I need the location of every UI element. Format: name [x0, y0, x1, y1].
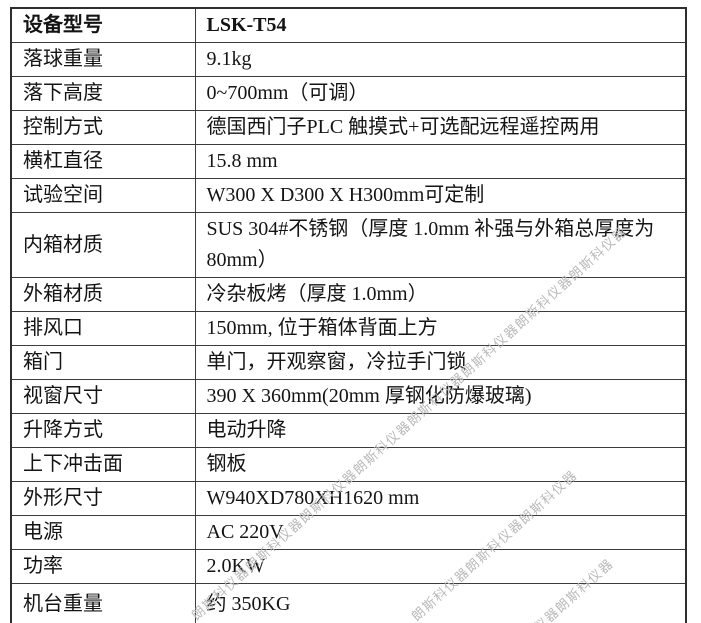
- table-row: 功率 2.0KW: [10, 549, 687, 584]
- spec-value-cell: LSK-T54: [194, 7, 687, 43]
- spec-label-cell: 设备型号: [10, 7, 196, 43]
- spec-label-cell: 外箱材质: [10, 277, 196, 312]
- spec-value-cell: W300 X D300 X H300mm可定制: [194, 178, 687, 213]
- spec-label-cell: 内箱材质: [10, 212, 196, 278]
- table-row: 电源 AC 220V: [10, 515, 687, 550]
- spec-label-cell: 电源: [10, 515, 196, 550]
- spec-value-cell: 15.8 mm: [194, 144, 687, 179]
- spec-value-cell: 约 350KG: [194, 583, 687, 623]
- table-row: 横杠直径 15.8 mm: [10, 144, 687, 179]
- table-row: 内箱材质 SUS 304#不锈钢（厚度 1.0mm 补强与外箱总厚度为 80mm…: [10, 212, 687, 278]
- spec-value-cell: AC 220V: [194, 515, 687, 550]
- table-row: 视窗尺寸 390 X 360mm(20mm 厚钢化防爆玻璃): [10, 379, 687, 414]
- spec-label-cell: 落球重量: [10, 42, 196, 77]
- spec-table: 设备型号 LSK-T54 落球重量 9.1kg 落下高度 0~700mm（可调）…: [10, 7, 687, 623]
- spec-value-cell: 9.1kg: [194, 42, 687, 77]
- spec-label-cell: 落下高度: [10, 76, 196, 111]
- spec-value-cell: 390 X 360mm(20mm 厚钢化防爆玻璃): [194, 379, 687, 414]
- spec-value-cell: 0~700mm（可调）: [194, 76, 687, 111]
- spec-label-cell: 排风口: [10, 311, 196, 346]
- spec-value-cell: 德国西门子PLC 触摸式+可选配远程遥控两用: [194, 110, 687, 145]
- table-row: 上下冲击面 钢板: [10, 447, 687, 482]
- spec-value-cell: 钢板: [194, 447, 687, 482]
- spec-value-cell: 电动升降: [194, 413, 687, 448]
- spec-value-cell: 冷杂板烤（厚度 1.0mm）: [194, 277, 687, 312]
- table-row: 落下高度 0~700mm（可调）: [10, 76, 687, 111]
- table-row: 排风口 150mm, 位于箱体背面上方: [10, 311, 687, 346]
- table-row: 外形尺寸 W940XD780XH1620 mm: [10, 481, 687, 516]
- spec-label-cell: 试验空间: [10, 178, 196, 213]
- table-row: 机台重量 约 350KG: [10, 583, 687, 623]
- spec-label-cell: 外形尺寸: [10, 481, 196, 516]
- spec-label-cell: 升降方式: [10, 413, 196, 448]
- spec-value-cell: 2.0KW: [194, 549, 687, 584]
- spec-value-cell: 150mm, 位于箱体背面上方: [194, 311, 687, 346]
- spec-value-cell: W940XD780XH1620 mm: [194, 481, 687, 516]
- spec-label-cell: 横杠直径: [10, 144, 196, 179]
- table-row: 设备型号 LSK-T54: [10, 7, 687, 43]
- table-row: 箱门 单门，开观察窗，冷拉手门锁: [10, 345, 687, 380]
- spec-value-cell: SUS 304#不锈钢（厚度 1.0mm 补强与外箱总厚度为 80mm）: [194, 212, 687, 278]
- table-row: 外箱材质 冷杂板烤（厚度 1.0mm）: [10, 277, 687, 312]
- spec-label-cell: 功率: [10, 549, 196, 584]
- spec-label-cell: 控制方式: [10, 110, 196, 145]
- spec-label-cell: 机台重量: [10, 583, 196, 623]
- table-row: 落球重量 9.1kg: [10, 42, 687, 77]
- table-row: 控制方式 德国西门子PLC 触摸式+可选配远程遥控两用: [10, 110, 687, 145]
- table-row: 试验空间 W300 X D300 X H300mm可定制: [10, 178, 687, 213]
- spec-label-cell: 视窗尺寸: [10, 379, 196, 414]
- spec-label-cell: 上下冲击面: [10, 447, 196, 482]
- spec-value-cell: 单门，开观察窗，冷拉手门锁: [194, 345, 687, 380]
- spec-table-body: 设备型号 LSK-T54 落球重量 9.1kg 落下高度 0~700mm（可调）…: [10, 7, 687, 623]
- spec-label-cell: 箱门: [10, 345, 196, 380]
- table-row: 升降方式 电动升降: [10, 413, 687, 448]
